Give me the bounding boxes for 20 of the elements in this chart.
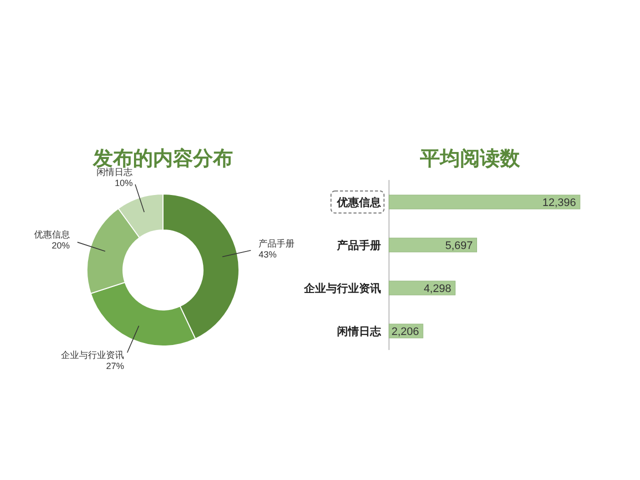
slice-label: 闲情日志 [96,166,133,177]
data-label: 4,298 [424,283,452,295]
data-label: 10% [114,178,133,188]
y-tick-label: 企业与行业资讯 [303,282,381,295]
data-label: 5,697 [445,240,473,252]
data-label: 2,206 [391,326,419,338]
data-label: 27% [106,360,124,371]
y-tick-label: 产品手册 [336,239,381,252]
slice-label: 优惠信息 [34,230,70,240]
slice-label: 企业与行业资讯 [61,350,124,360]
bar [388,194,580,210]
y-tick-label: 优惠信息 [336,196,382,209]
bar [388,280,456,296]
chart-title: 平均阅读数 [419,148,521,170]
bar [388,238,478,252]
data-label: 12,396 [542,197,576,209]
data-label: 43% [258,250,277,260]
data-label: 20% [52,240,70,251]
y-tick-label: 闲情日志 [337,325,382,338]
slice-label: 产品手册 [258,238,295,249]
